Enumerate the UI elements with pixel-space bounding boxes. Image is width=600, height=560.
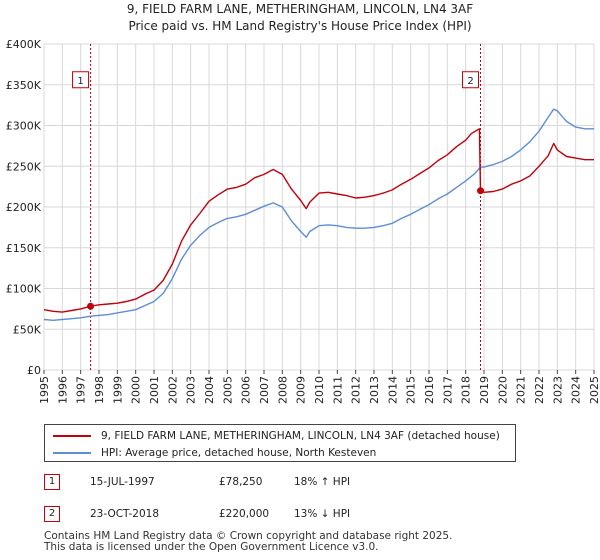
x-tick-label: 2021 [515, 376, 528, 404]
y-axis: £0 £50K £100K £150K £200K £250K £300K £350K £400… [6, 38, 42, 377]
x-axis: 1995 1996 1997 1998 1999 2000 2001 2002 2003 2004… [38, 370, 600, 404]
x-tick-label: 2005 [221, 376, 234, 404]
y-tick-label: £50K [13, 323, 42, 336]
x-tick-label: 2025 [588, 376, 600, 404]
x-tick-label: 2022 [533, 376, 546, 404]
x-tick-label: 2000 [130, 376, 143, 404]
x-tick-label: 2002 [166, 376, 179, 404]
x-tick-label: 2015 [405, 376, 418, 404]
x-tick-label: 2020 [496, 376, 509, 404]
x-tick-label: 1999 [111, 376, 124, 404]
x-tick-label: 2010 [313, 376, 326, 404]
y-tick-label: £400K [6, 38, 42, 51]
transaction-number-badge: 2 [44, 506, 60, 522]
annotation-box [72, 71, 90, 89]
hpi-series-line [43, 108, 594, 321]
y-tick-label: £200K [6, 201, 42, 214]
x-tick-label: 2009 [295, 376, 308, 404]
footer-copyright: Contains HM Land Registry data © Crown c… [44, 530, 453, 542]
grid [43, 43, 595, 371]
x-tick-label: 2018 [460, 376, 473, 404]
chart-subtitle: Price paid vs. HM Land Registry's House … [128, 19, 471, 33]
legend-item-hpi: HPI: Average price, detached house, Nort… [53, 445, 376, 461]
y-tick-label: £150K [6, 242, 42, 255]
x-tick-label: 2003 [185, 376, 198, 404]
transaction-date: 15-JUL-1997 [90, 476, 155, 488]
x-tick-label: 2011 [331, 376, 344, 404]
annotation-label: 2 [467, 76, 473, 87]
annotation-box [462, 71, 480, 89]
sale-point [477, 187, 485, 195]
annotation-label: 1 [77, 76, 83, 87]
chart-title: 9, FIELD FARM LANE, METHERINGHAM, LINCOL… [127, 2, 473, 16]
legend-label-hpi: HPI: Average price, detached house, Nort… [101, 447, 377, 459]
x-tick-label: 2013 [368, 376, 381, 404]
transaction-price: £220,000 [219, 508, 270, 520]
x-tick-label: 2019 [478, 376, 491, 404]
property-series-line [43, 128, 594, 313]
transaction-number-badge: 1 [44, 474, 60, 490]
x-tick-label: 1995 [38, 376, 51, 404]
x-tick-label: 1997 [75, 376, 88, 404]
x-tick-label: 1998 [93, 376, 106, 404]
x-tick-label: 2023 [551, 376, 564, 404]
x-tick-label: 2007 [258, 376, 271, 404]
y-tick-label: £0 [27, 364, 41, 377]
sale-point [87, 302, 95, 310]
legend: 9, FIELD FARM LANE, METHERINGHAM, LINCOL… [44, 424, 516, 462]
legend-swatch-property [53, 435, 91, 437]
price-chart: 9, FIELD FARM LANE, METHERINGHAM, LINCOL… [6, 2, 600, 404]
footer: Contains HM Land Registry data © Crown c… [44, 531, 452, 553]
x-tick-label: 2017 [441, 376, 454, 404]
x-tick-label: 2024 [570, 376, 583, 404]
legend-item-property: 9, FIELD FARM LANE, METHERINGHAM, LINCOL… [53, 428, 500, 444]
x-tick-label: 2004 [203, 376, 216, 404]
transaction-date: 23-OCT-2018 [90, 508, 159, 520]
sale-points [87, 187, 485, 310]
x-tick-label: 2014 [386, 376, 399, 404]
y-tick-label: £300K [6, 120, 42, 133]
y-tick-label: £100K [6, 283, 42, 296]
y-tick-label: £250K [6, 160, 42, 173]
x-tick-label: 2006 [240, 376, 253, 404]
transaction-hpi-change: 13% ↓ HPI [294, 508, 351, 520]
transaction-price: £78,250 [219, 476, 263, 488]
x-tick-label: 2012 [350, 376, 363, 404]
x-tick-label: 2008 [276, 376, 289, 404]
legend-label-property: 9, FIELD FARM LANE, METHERINGHAM, LINCOL… [101, 430, 500, 442]
x-tick-label: 2016 [423, 376, 436, 404]
legend-swatch-hpi [53, 452, 91, 454]
x-tick-label: 2001 [148, 376, 161, 404]
transaction-hpi-change: 18% ↑ HPI [294, 476, 351, 488]
series-lines [43, 108, 594, 321]
y-tick-label: £350K [6, 79, 42, 92]
footer-licence: This data is licensed under the Open Gov… [44, 541, 379, 553]
x-tick-label: 1996 [56, 376, 69, 404]
